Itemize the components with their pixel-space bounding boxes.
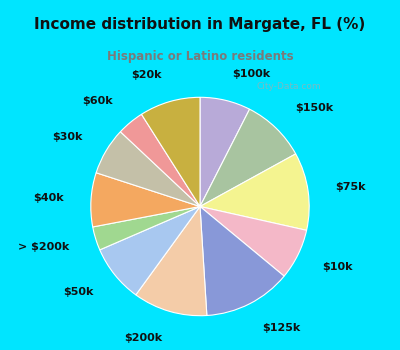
- Text: Hispanic or Latino residents: Hispanic or Latino residents: [107, 50, 293, 63]
- Wedge shape: [100, 206, 200, 295]
- Text: $100k: $100k: [232, 69, 270, 79]
- Wedge shape: [200, 97, 250, 206]
- Text: $75k: $75k: [335, 182, 366, 192]
- Wedge shape: [136, 206, 207, 316]
- Wedge shape: [200, 109, 296, 206]
- Text: $40k: $40k: [33, 193, 64, 203]
- Wedge shape: [120, 114, 200, 206]
- Text: $10k: $10k: [322, 261, 353, 272]
- Wedge shape: [142, 97, 200, 206]
- Wedge shape: [93, 206, 200, 250]
- Text: $60k: $60k: [82, 96, 113, 106]
- Wedge shape: [200, 206, 306, 276]
- Wedge shape: [96, 132, 200, 206]
- Wedge shape: [200, 206, 284, 315]
- Text: $125k: $125k: [262, 323, 300, 333]
- Text: Income distribution in Margate, FL (%): Income distribution in Margate, FL (%): [34, 17, 366, 32]
- Wedge shape: [200, 154, 309, 230]
- Text: $30k: $30k: [52, 132, 82, 142]
- Text: $200k: $200k: [124, 332, 162, 343]
- Text: City-Data.com: City-Data.com: [256, 82, 321, 91]
- Text: $150k: $150k: [295, 104, 333, 113]
- Wedge shape: [91, 173, 200, 227]
- Text: > $200k: > $200k: [18, 241, 70, 252]
- Text: $20k: $20k: [132, 70, 162, 80]
- Text: $50k: $50k: [63, 287, 94, 297]
